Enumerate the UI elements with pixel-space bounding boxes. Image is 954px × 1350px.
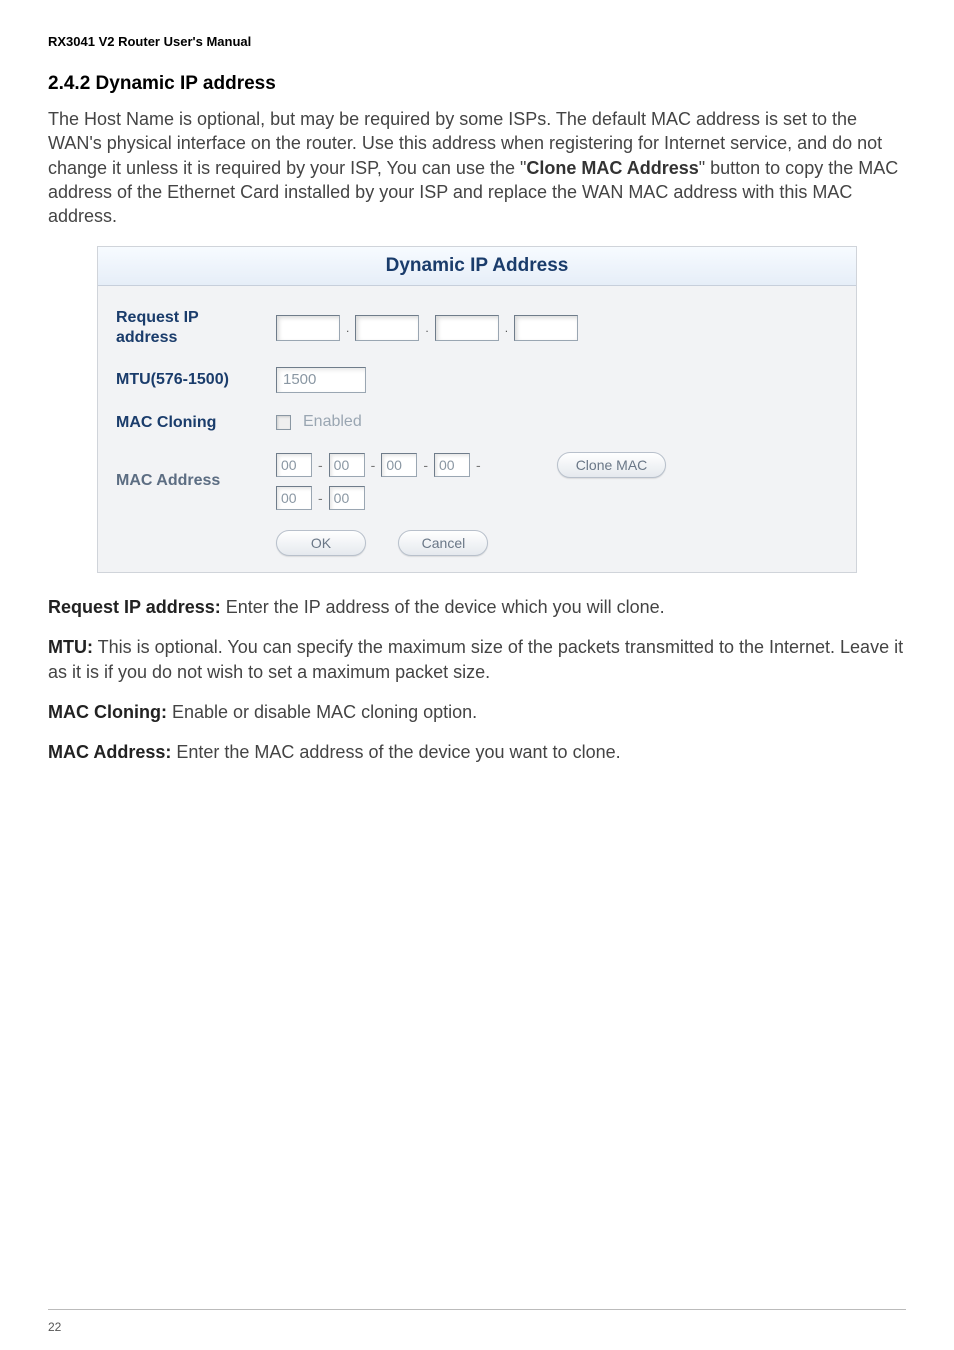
def-request-ip: Request IP address: Enter the IP address… — [48, 595, 906, 619]
mtu-input[interactable] — [276, 367, 366, 393]
mtu-value — [276, 367, 838, 393]
dash-icon: - — [421, 457, 430, 473]
ok-button[interactable]: OK — [276, 530, 366, 556]
def-desc: Enter the IP address of the device which… — [221, 597, 665, 617]
ip-octet-3[interactable] — [435, 315, 499, 341]
def-desc: Enable or disable MAC cloning option. — [167, 702, 477, 722]
panel-body: Request IP address . . . MTU(576-1500) M… — [98, 286, 856, 572]
dynamic-ip-panel: Dynamic IP Address Request IP address . … — [97, 246, 857, 573]
section-number: 2.4.2 — [48, 73, 90, 94]
clone-mac-button[interactable]: Clone MAC — [557, 452, 667, 478]
cancel-button[interactable]: Cancel — [398, 530, 488, 556]
dot-icon: . — [503, 321, 510, 335]
section-heading: 2.4.2 Dynamic IP address — [48, 73, 906, 95]
def-term: MTU: — [48, 637, 93, 657]
mac-cloning-value: Enabled — [276, 413, 838, 431]
row-mtu: MTU(576-1500) — [116, 357, 838, 403]
dash-icon: - — [316, 457, 325, 473]
manual-header: RX3041 V2 Router User's Manual — [48, 34, 906, 49]
row-request-ip: Request IP address . . . — [116, 298, 838, 356]
row-mac-address: MAC Address - - - - Clone MAC - — [116, 442, 838, 520]
section-title-text: Dynamic IP address — [96, 73, 276, 94]
mac-byte-1[interactable] — [276, 453, 312, 477]
dash-icon: - — [316, 490, 325, 506]
def-term: MAC Cloning: — [48, 702, 167, 722]
def-desc: This is optional. You can specify the ma… — [48, 637, 903, 681]
label-mac-cloning: MAC Cloning — [116, 413, 276, 432]
label-mac-address: MAC Address — [116, 471, 276, 490]
ip-octet-4[interactable] — [514, 315, 578, 341]
dot-icon: . — [423, 321, 430, 335]
panel-buttons: OK Cancel — [116, 520, 838, 556]
def-mtu: MTU: This is optional. You can specify t… — [48, 635, 906, 684]
panel-title: Dynamic IP Address — [98, 247, 856, 286]
mac-byte-2[interactable] — [329, 453, 365, 477]
mac-byte-6[interactable] — [329, 486, 365, 510]
label-mtu: MTU(576-1500) — [116, 370, 276, 389]
mac-address-value: - - - - Clone MAC - — [276, 452, 838, 510]
dash-icon: - — [474, 457, 483, 473]
page-number: 22 — [48, 1320, 61, 1334]
mac-byte-4[interactable] — [434, 453, 470, 477]
mac-cloning-checkbox[interactable] — [276, 415, 291, 430]
def-term: Request IP address: — [48, 597, 221, 617]
dot-icon: . — [344, 321, 351, 335]
ip-octet-2[interactable] — [355, 315, 419, 341]
mac-byte-5[interactable] — [276, 486, 312, 510]
mac-byte-3[interactable] — [381, 453, 417, 477]
def-mac-cloning: MAC Cloning: Enable or disable MAC cloni… — [48, 700, 906, 724]
label-request-ip: Request IP address — [116, 308, 276, 346]
def-desc: Enter the MAC address of the device you … — [171, 742, 620, 762]
intro-paragraph: The Host Name is optional, but may be re… — [48, 107, 906, 228]
intro-bold: Clone MAC Address — [526, 158, 698, 178]
row-mac-cloning: MAC Cloning Enabled — [116, 403, 838, 442]
request-ip-inputs: . . . — [276, 315, 838, 341]
mac-cloning-checkbox-label: Enabled — [303, 413, 362, 431]
def-term: MAC Address: — [48, 742, 171, 762]
def-mac-address: MAC Address: Enter the MAC address of th… — [48, 740, 906, 764]
footer-divider — [48, 1309, 906, 1310]
dash-icon: - — [369, 457, 378, 473]
ip-octet-1[interactable] — [276, 315, 340, 341]
